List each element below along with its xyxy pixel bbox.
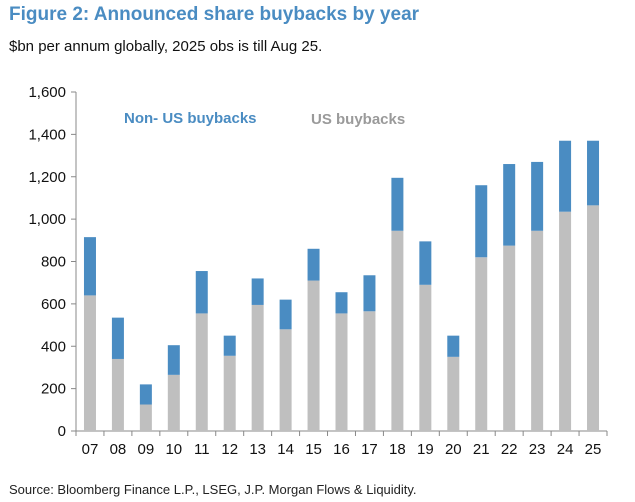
x-tick-label: 14 xyxy=(277,441,294,458)
bar-us-buybacks xyxy=(139,404,152,431)
legend-us-buybacks: US buybacks xyxy=(311,111,405,128)
x-tick-label: 13 xyxy=(249,441,266,458)
bar-non-us-buybacks xyxy=(195,271,208,314)
bar-non-us-buybacks xyxy=(419,241,432,285)
bar-non-us-buybacks xyxy=(111,317,124,359)
x-tick-label: 10 xyxy=(165,441,182,458)
bar-non-us-buybacks xyxy=(447,335,460,357)
bar-non-us-buybacks xyxy=(363,275,376,312)
bar-us-buybacks xyxy=(167,374,180,431)
bar-us-buybacks xyxy=(419,284,432,431)
bar-us-buybacks xyxy=(475,257,488,431)
bar-non-us-buybacks xyxy=(83,237,96,296)
bar-non-us-buybacks xyxy=(335,292,348,314)
chart-title: Figure 2: Announced share buybacks by ye… xyxy=(9,4,420,25)
bars xyxy=(83,140,600,431)
bar-us-buybacks xyxy=(83,295,96,431)
bar-non-us-buybacks xyxy=(223,335,236,356)
bar-us-buybacks xyxy=(195,313,208,431)
bar-non-us-buybacks xyxy=(279,299,292,330)
bar-us-buybacks xyxy=(279,329,292,431)
bar-us-buybacks xyxy=(363,311,376,431)
bar-us-buybacks xyxy=(503,245,516,431)
bar-us-buybacks xyxy=(587,205,600,431)
x-tick-label: 17 xyxy=(361,441,378,458)
x-tick-label: 22 xyxy=(501,441,518,458)
bar-non-us-buybacks xyxy=(251,278,264,305)
x-tick-label: 16 xyxy=(333,441,350,458)
x-tick-label: 25 xyxy=(585,441,602,458)
x-tick-label: 09 xyxy=(138,441,155,458)
x-axis: 07 08 09 10 11 12 13 14 15 16 17 18 19 20 21 22 23 24 25 xyxy=(75,430,608,458)
bar-us-buybacks xyxy=(251,304,264,431)
y-tick-label: 1,400 xyxy=(28,126,66,143)
y-tick-label: 600 xyxy=(41,296,66,313)
bar-us-buybacks xyxy=(531,230,544,431)
y-tick-label: 800 xyxy=(41,254,66,271)
source-note: Source: Bloomberg Finance L.P., LSEG, J.… xyxy=(9,482,417,497)
bar-non-us-buybacks xyxy=(587,140,600,206)
x-tick-label: 18 xyxy=(389,441,406,458)
bar-non-us-buybacks xyxy=(391,177,404,231)
bar-non-us-buybacks xyxy=(139,384,152,405)
x-tick-label: 23 xyxy=(529,441,546,458)
x-tick-label: 24 xyxy=(557,441,574,458)
bar-non-us-buybacks xyxy=(531,161,544,231)
y-tick-label: 1,200 xyxy=(28,169,66,186)
y-tick-label: 0 xyxy=(58,423,66,440)
x-tick-label: 15 xyxy=(305,441,322,458)
bar-us-buybacks xyxy=(307,280,320,431)
x-tick-label: 12 xyxy=(221,441,238,458)
x-tick-label: 08 xyxy=(110,441,127,458)
bar-us-buybacks xyxy=(391,230,404,431)
x-tick-label: 07 xyxy=(82,441,99,458)
legend-non-us-buybacks: Non- US buybacks xyxy=(124,110,257,127)
x-tick-label: 19 xyxy=(417,441,434,458)
buybacks-chart: 0 200 400 600 800 1,000 1,200 1,400 1,600 07 08 09… xyxy=(28,84,608,458)
bar-non-us-buybacks xyxy=(307,248,320,281)
bar-us-buybacks xyxy=(335,313,348,431)
bar-non-us-buybacks xyxy=(559,140,572,212)
bar-us-buybacks xyxy=(447,356,460,431)
bar-us-buybacks xyxy=(111,358,124,431)
x-tick-label: 21 xyxy=(473,441,490,458)
bar-non-us-buybacks xyxy=(167,345,180,375)
y-tick-label: 1,000 xyxy=(28,211,66,228)
bar-us-buybacks xyxy=(559,211,572,431)
y-axis: 0 200 400 600 800 1,000 1,200 1,400 1,600 xyxy=(28,84,77,440)
bar-non-us-buybacks xyxy=(475,185,488,258)
y-tick-label: 1,600 xyxy=(28,84,66,101)
bar-non-us-buybacks xyxy=(503,164,516,246)
bar-us-buybacks xyxy=(223,355,236,431)
y-tick-label: 200 xyxy=(41,381,66,398)
y-tick-label: 400 xyxy=(41,338,66,355)
x-tick-label: 20 xyxy=(445,441,462,458)
chart-subtitle: $bn per annum globally, 2025 obs is till… xyxy=(9,38,323,55)
x-tick-label: 11 xyxy=(194,441,210,458)
